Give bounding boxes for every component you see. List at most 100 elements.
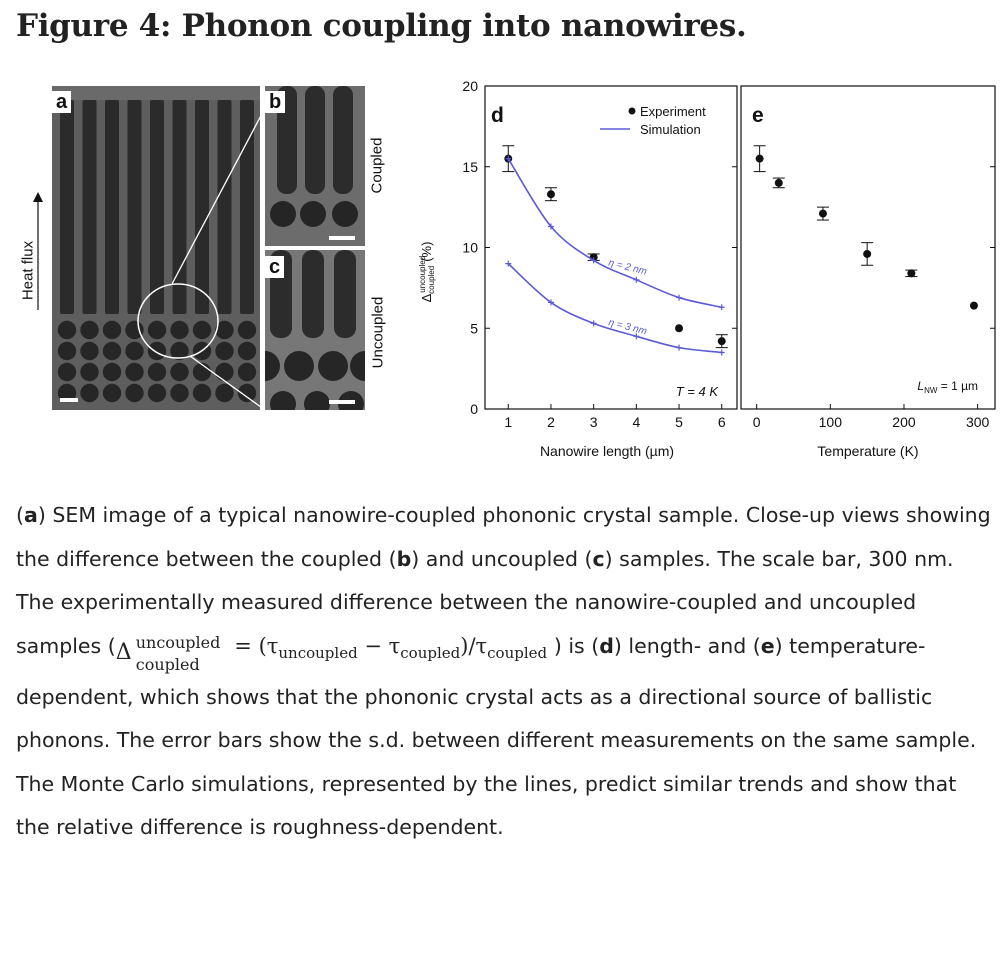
caption-ref-c: c bbox=[592, 546, 605, 571]
phononic-hole bbox=[125, 341, 144, 361]
legend-experiment-marker bbox=[628, 107, 636, 115]
experiment-point bbox=[907, 269, 916, 278]
zoom-circle bbox=[137, 283, 219, 359]
figure-caption: (a) SEM image of a typical nanowire-coup… bbox=[16, 503, 991, 840]
legend-simulation-label: Simulation bbox=[640, 122, 701, 137]
nanowire-trench bbox=[217, 100, 232, 314]
x-tick-label: 3 bbox=[590, 414, 598, 430]
experiment-point bbox=[863, 249, 872, 258]
phononic-hole bbox=[192, 383, 212, 403]
phononic-hole bbox=[170, 362, 189, 382]
simulation-marker bbox=[676, 344, 683, 351]
experiment-point bbox=[675, 324, 684, 333]
phononic-hole bbox=[350, 351, 365, 381]
sem-panel-b bbox=[265, 86, 365, 246]
nanowire-trench bbox=[150, 100, 164, 314]
chart-e-annotation: LNW = 1 µm bbox=[917, 379, 978, 395]
phononic-hole bbox=[270, 201, 296, 227]
ylabel-unit: (%) bbox=[419, 242, 434, 262]
scale-bar bbox=[329, 400, 355, 404]
phononic-hole bbox=[265, 351, 280, 381]
simulation-marker bbox=[676, 294, 683, 301]
chart-d-xlabel: Nanowire length (µm) bbox=[540, 443, 674, 459]
chart-d-annotation: T = 4 K bbox=[676, 384, 720, 399]
caption-ref-a: a bbox=[24, 503, 38, 527]
experiment-point bbox=[717, 337, 726, 346]
phononic-hole bbox=[192, 320, 212, 340]
ylabel-delta: Δ bbox=[419, 293, 434, 302]
caption-text-1: ) SEM image of a typical nanowire-couple… bbox=[16, 503, 991, 571]
phononic-hole bbox=[215, 320, 234, 340]
arrow-up-icon bbox=[33, 192, 43, 202]
y-tick-label: 15 bbox=[462, 159, 478, 175]
phononic-hole bbox=[57, 362, 77, 382]
phononic-hole bbox=[80, 320, 99, 340]
simulation-marker bbox=[718, 349, 725, 356]
phononic-hole bbox=[57, 320, 77, 340]
experiment-point bbox=[774, 178, 783, 187]
nanowire-trench bbox=[60, 100, 74, 314]
simulation-line bbox=[507, 263, 722, 354]
panel-label-b: b bbox=[265, 91, 286, 113]
simulation-marker bbox=[633, 333, 640, 340]
phononic-hole bbox=[332, 201, 358, 227]
caption-ref-b: b bbox=[396, 546, 412, 571]
charts-area: d e Experiment Simulation Δuncoupledcoup… bbox=[418, 78, 996, 459]
x-tick-label: 4 bbox=[632, 414, 640, 430]
y-tick-label: 10 bbox=[462, 240, 478, 256]
nanowire-trench bbox=[172, 100, 187, 314]
phononic-hole bbox=[237, 341, 257, 361]
chart-e-frame bbox=[740, 85, 996, 410]
phononic-hole bbox=[215, 362, 234, 382]
scale-bar bbox=[60, 398, 78, 402]
nanowire-trench bbox=[240, 100, 254, 314]
caption-text-2: ) and uncoupled ( bbox=[411, 546, 593, 571]
experiment-point bbox=[755, 154, 764, 163]
chart-d-ylabel: Δuncoupledcoupled (%) bbox=[418, 242, 436, 303]
scale-bar bbox=[329, 236, 355, 240]
nanowire-trench bbox=[82, 100, 97, 314]
phononic-hole bbox=[102, 341, 122, 361]
phononic-hole bbox=[284, 351, 314, 381]
phononic-hole bbox=[237, 362, 257, 382]
panel-label-c: c bbox=[265, 256, 285, 278]
phononic-hole bbox=[304, 391, 330, 410]
phononic-hole bbox=[318, 351, 348, 381]
phononic-hole bbox=[57, 383, 77, 403]
simulation-marker bbox=[505, 155, 512, 162]
y-tick-label: 5 bbox=[470, 320, 478, 336]
phononic-hole bbox=[270, 391, 296, 410]
phononic-hole bbox=[170, 341, 189, 361]
panel-label-a: a bbox=[52, 91, 72, 113]
zoom-line-top bbox=[171, 107, 266, 285]
simulation-marker bbox=[590, 320, 597, 327]
simulation-marker bbox=[590, 257, 597, 264]
experiment-point bbox=[818, 209, 827, 218]
chart-e-panel-label: e bbox=[752, 104, 764, 127]
nanowire-trench bbox=[277, 86, 297, 194]
ylabel-sub: coupled bbox=[427, 266, 436, 294]
nanowire-trench bbox=[334, 250, 356, 338]
simulation-marker bbox=[547, 223, 554, 230]
phononic-hole bbox=[80, 341, 99, 361]
simulation-marker bbox=[547, 299, 554, 306]
caption-text-5: ) length- and ( bbox=[613, 633, 761, 658]
y-tick-label: 0 bbox=[470, 401, 478, 417]
figure-title: Figure 4: Phonon coupling into nanowires… bbox=[16, 8, 747, 44]
phononic-hole bbox=[147, 320, 167, 340]
chart-d-panel-label: d bbox=[491, 104, 504, 127]
phononic-hole bbox=[125, 362, 144, 382]
caption-ref-d: d bbox=[599, 633, 614, 658]
x-tick-label: 6 bbox=[718, 414, 726, 430]
x-tick-label: 0 bbox=[753, 414, 761, 430]
legend-experiment-label: Experiment bbox=[640, 104, 706, 119]
simulation-marker bbox=[633, 276, 640, 283]
simulation-marker bbox=[505, 260, 512, 267]
phononic-hole bbox=[57, 341, 77, 361]
phononic-hole bbox=[215, 341, 234, 361]
phononic-hole bbox=[80, 383, 99, 403]
chart-d-frame bbox=[484, 85, 738, 410]
phononic-hole bbox=[237, 383, 257, 403]
